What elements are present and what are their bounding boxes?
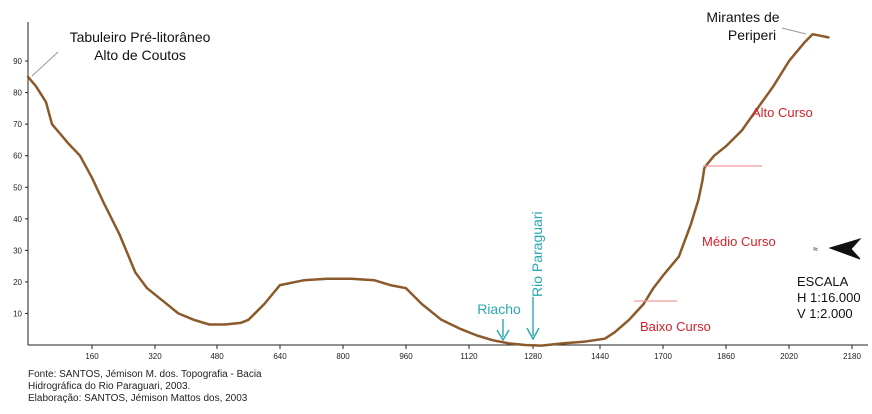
x-tick-label: 1700 (654, 352, 672, 361)
y-tick-label: 80 (13, 89, 22, 98)
x-tick-label: 320 (148, 352, 162, 361)
y-tick-label: 20 (13, 278, 22, 287)
elevation-profile-line (26, 32, 830, 347)
y-tick-label: 10 (13, 309, 22, 318)
y-tick-label: 40 (13, 215, 22, 224)
y-tick-label: 70 (13, 120, 22, 129)
x-tick-label: 480 (210, 352, 224, 361)
x-tick-label: 2180 (843, 352, 861, 361)
y-tick-label: 60 (13, 152, 22, 161)
left-ridge-label-line1: Tabuleiro Pré-litorâneo (70, 29, 211, 45)
right-ridge-label-line2: Periperi (728, 27, 776, 43)
x-tick-label: 160 (85, 352, 99, 361)
zone-label-alto: Alto Curso (752, 105, 813, 120)
y-tick-label: 30 (13, 246, 22, 255)
x-axis-ticks: 160 320 480 640 800 960 1120 1280 1440 1700 1860 20… (85, 345, 861, 361)
scale-horizontal: H 1:16.000 (797, 290, 861, 305)
right-ridge-label-line1: Mirantes de (706, 9, 779, 25)
riacho-arrow-head (496, 329, 510, 342)
x-tick-label: 640 (273, 352, 287, 361)
scale-symbol-mark: ≈ (813, 244, 818, 254)
x-tick-label: 1440 (591, 352, 609, 361)
x-tick-label: 1280 (524, 352, 542, 361)
scale-title: ESCALA (797, 274, 849, 289)
source-line-2: Hidrográfica do Rio Paraguari, 2003. (28, 381, 191, 392)
right-ridge-pointer (781, 27, 807, 35)
zone-label-medio: Médio Curso (702, 234, 776, 249)
left-ridge-pointer (31, 51, 59, 77)
left-ridge-label-line2: Alto de Coutos (94, 47, 186, 63)
x-tick-label: 1860 (717, 352, 735, 361)
y-axis-ticks: 10 20 30 40 50 60 70 80 90 (13, 57, 28, 318)
north-arrow-icon (828, 238, 862, 260)
y-tick-label: 90 (13, 57, 22, 66)
y-tick-label: 50 (13, 183, 22, 192)
source-line-3: Elaboração: SANTOS, Jémison Mattos dos, … (28, 393, 248, 404)
x-tick-label: 800 (336, 352, 350, 361)
zone-label-baixo: Baixo Curso (640, 319, 711, 334)
source-line-1: Fonte: SANTOS, Jémison M. dos. Topografi… (28, 369, 262, 380)
river-label-riacho: Riacho (477, 301, 521, 317)
rio-arrow-head (526, 327, 540, 341)
river-label-rio-paraguari: Rio Paraguari (529, 211, 545, 297)
x-tick-label: 960 (399, 352, 413, 361)
scale-vertical: V 1:2.000 (797, 306, 853, 321)
x-tick-label: 2020 (780, 352, 798, 361)
x-tick-label: 1120 (460, 352, 478, 361)
